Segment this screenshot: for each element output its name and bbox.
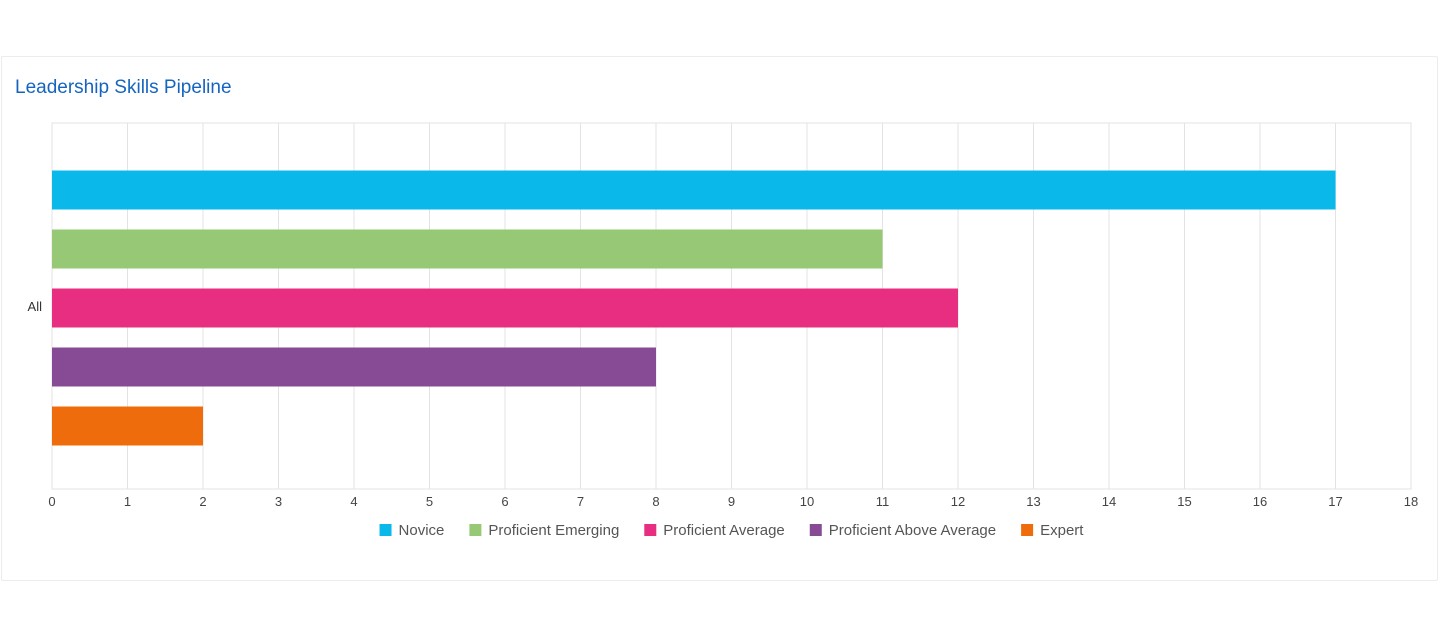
- x-tick-label: 18: [1404, 494, 1418, 509]
- x-tick-label: 8: [652, 494, 659, 509]
- legend-item: Proficient Above Average: [809, 522, 996, 539]
- bars: [52, 170, 1336, 446]
- bar-proficient-above-average: [52, 347, 656, 387]
- legend-item: Novice: [379, 522, 445, 539]
- category-label: All: [28, 299, 43, 314]
- legend-label: Proficient Emerging: [488, 522, 619, 539]
- legend-swatch: [379, 524, 392, 536]
- bar-proficient-average: [52, 288, 958, 328]
- chart-title: Leadership Skills Pipeline: [15, 77, 232, 98]
- x-tick-label: 3: [275, 494, 282, 509]
- x-tick-label: 0: [48, 494, 55, 509]
- x-tick-label: 1: [124, 494, 131, 509]
- x-axis-ticks: 0 1 2 3 4 5 6 7 8 9 10 11 12 13 14 15 16 17 18: [48, 494, 1418, 509]
- legend-swatch: [809, 524, 822, 536]
- legend-swatch: [1021, 524, 1034, 536]
- x-tick-label: 4: [350, 494, 357, 509]
- legend-swatch: [644, 524, 657, 536]
- x-tick-label: 10: [800, 494, 814, 509]
- legend-item: Proficient Average: [644, 522, 785, 539]
- legend-label: Novice: [399, 522, 445, 539]
- x-tick-label: 14: [1102, 494, 1116, 509]
- bar-proficient-emerging: [52, 229, 883, 269]
- legend-item: Proficient Emerging: [469, 522, 619, 539]
- x-tick-label: 7: [577, 494, 584, 509]
- legend-label: Proficient Above Average: [829, 522, 996, 539]
- legend-label: Expert: [1040, 522, 1084, 539]
- legend-item: Expert: [1021, 522, 1084, 539]
- x-tick-label: 12: [951, 494, 965, 509]
- x-tick-label: 16: [1253, 494, 1267, 509]
- x-tick-label: 11: [876, 494, 890, 509]
- x-tick-label: 5: [426, 494, 433, 509]
- bar-expert: [52, 406, 203, 446]
- legend-swatch: [469, 524, 482, 536]
- x-tick-label: 15: [1177, 494, 1191, 509]
- x-tick-label: 17: [1328, 494, 1342, 509]
- x-tick-label: 13: [1026, 494, 1040, 509]
- y-axis-categories: All: [28, 299, 43, 314]
- legend: Novice Proficient Emerging Proficient Aver…: [379, 522, 1084, 539]
- x-tick-label: 6: [501, 494, 508, 509]
- x-tick-label: 9: [728, 494, 735, 509]
- bar-novice: [52, 170, 1336, 210]
- legend-label: Proficient Average: [663, 522, 784, 539]
- x-tick-label: 2: [199, 494, 206, 509]
